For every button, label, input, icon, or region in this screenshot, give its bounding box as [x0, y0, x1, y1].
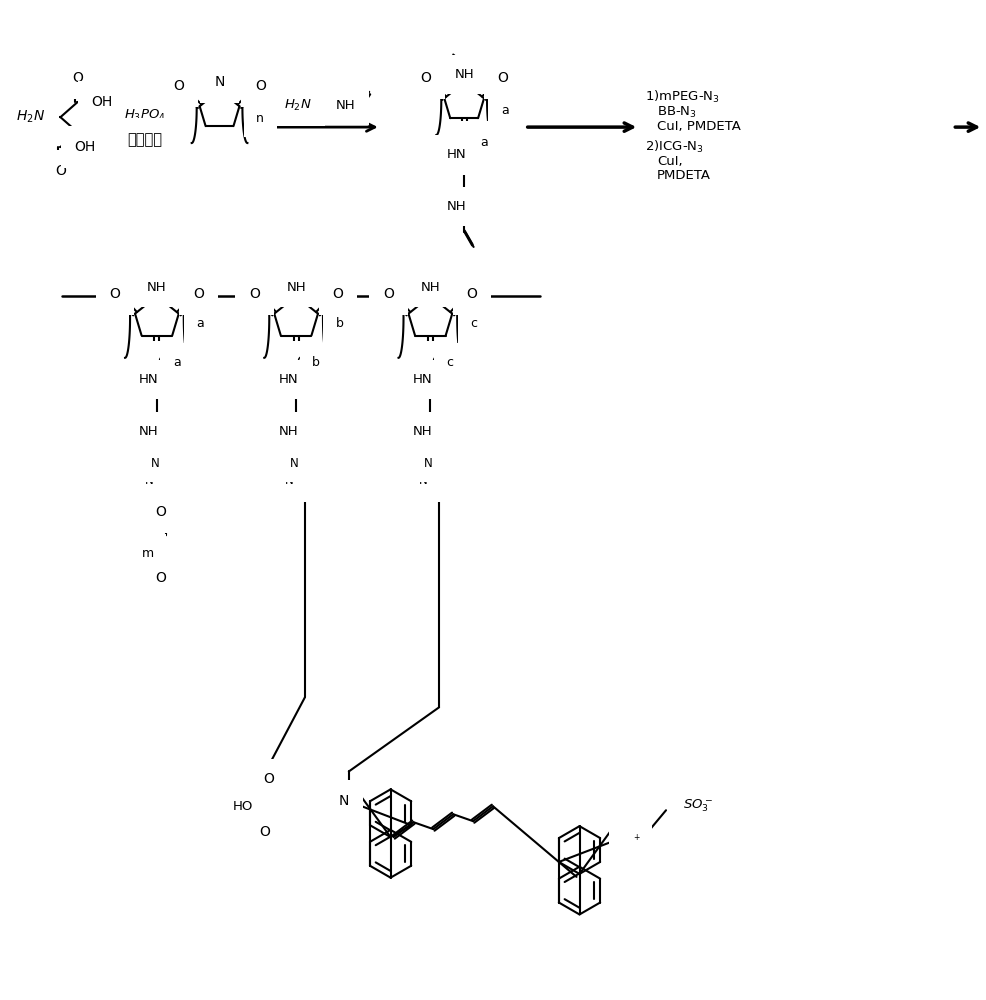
Text: c: c [470, 317, 477, 330]
Text: NH: NH [278, 425, 298, 438]
Text: CuI,: CuI, [657, 155, 682, 168]
Text: HN: HN [412, 373, 432, 386]
Text: O: O [464, 135, 475, 149]
Text: O: O [155, 505, 166, 519]
Text: O: O [263, 772, 274, 786]
Text: O: O [55, 164, 66, 178]
Text: 1)mPEG-N$_3$: 1)mPEG-N$_3$ [645, 89, 720, 105]
Text: N: N [285, 474, 293, 487]
Text: O: O [158, 355, 169, 369]
Text: OH: OH [75, 140, 96, 154]
Text: O: O [466, 287, 477, 301]
Text: N: N [290, 457, 299, 470]
Text: a: a [196, 317, 204, 330]
Text: NH: NH [455, 68, 474, 81]
Text: NH: NH [421, 281, 440, 294]
Text: O: O [193, 287, 204, 301]
Text: O: O [174, 79, 184, 93]
Text: O: O [332, 287, 343, 301]
Text: HN: HN [139, 373, 159, 386]
Text: N: N [292, 477, 301, 490]
Text: O: O [109, 287, 120, 301]
Text: O: O [259, 825, 270, 839]
Text: N: N [214, 75, 225, 89]
Text: N: N [153, 477, 162, 490]
Text: O: O [254, 79, 266, 93]
Text: a: a [480, 136, 488, 149]
Text: O: O [431, 355, 442, 369]
Text: b: b [336, 317, 344, 330]
Text: HO: HO [234, 800, 253, 813]
Text: N: N [426, 477, 435, 490]
Text: CuI, PMDETA: CuI, PMDETA [657, 120, 740, 133]
Text: PMDETA: PMDETA [657, 169, 711, 182]
Text: $SO_3^-$: $SO_3^-$ [683, 797, 713, 814]
Text: NH: NH [147, 281, 167, 294]
Text: $H_2N$: $H_2N$ [284, 98, 312, 113]
Text: $^+$: $^+$ [632, 833, 641, 843]
Text: B: B [256, 799, 266, 813]
Text: n: n [256, 112, 264, 125]
Text: OH: OH [92, 95, 112, 109]
Text: $H_2N$: $H_2N$ [16, 109, 45, 125]
Text: NH: NH [447, 200, 466, 213]
Text: N: N [424, 457, 433, 470]
Text: O: O [420, 71, 431, 85]
Text: 微波引发: 微波引发 [127, 133, 163, 148]
Text: O: O [297, 355, 308, 369]
Text: b: b [312, 356, 319, 369]
Text: O: O [498, 71, 509, 85]
Text: N: N [623, 831, 633, 845]
Text: NH: NH [139, 425, 159, 438]
Text: HN: HN [240, 803, 259, 816]
Text: O: O [384, 287, 394, 301]
Text: N: N [145, 474, 154, 487]
Text: HN: HN [278, 373, 298, 386]
Text: O: O [248, 287, 259, 301]
Text: a: a [173, 356, 180, 369]
Text: N: N [338, 794, 349, 808]
Text: N: N [419, 474, 428, 487]
Text: N: N [151, 457, 160, 470]
Text: 2)ICG-N$_3$: 2)ICG-N$_3$ [645, 139, 704, 155]
Text: $H_3PO_4$: $H_3PO_4$ [124, 108, 166, 123]
Text: O: O [155, 571, 166, 585]
Text: NH: NH [412, 425, 432, 438]
Text: BB-N$_3$: BB-N$_3$ [657, 105, 697, 120]
Text: NH: NH [286, 281, 306, 294]
Text: O: O [72, 71, 83, 85]
Text: a: a [501, 104, 509, 117]
Text: c: c [447, 356, 454, 369]
Text: HN: HN [447, 148, 466, 161]
Text: m: m [142, 547, 154, 560]
Text: NH: NH [336, 99, 356, 112]
